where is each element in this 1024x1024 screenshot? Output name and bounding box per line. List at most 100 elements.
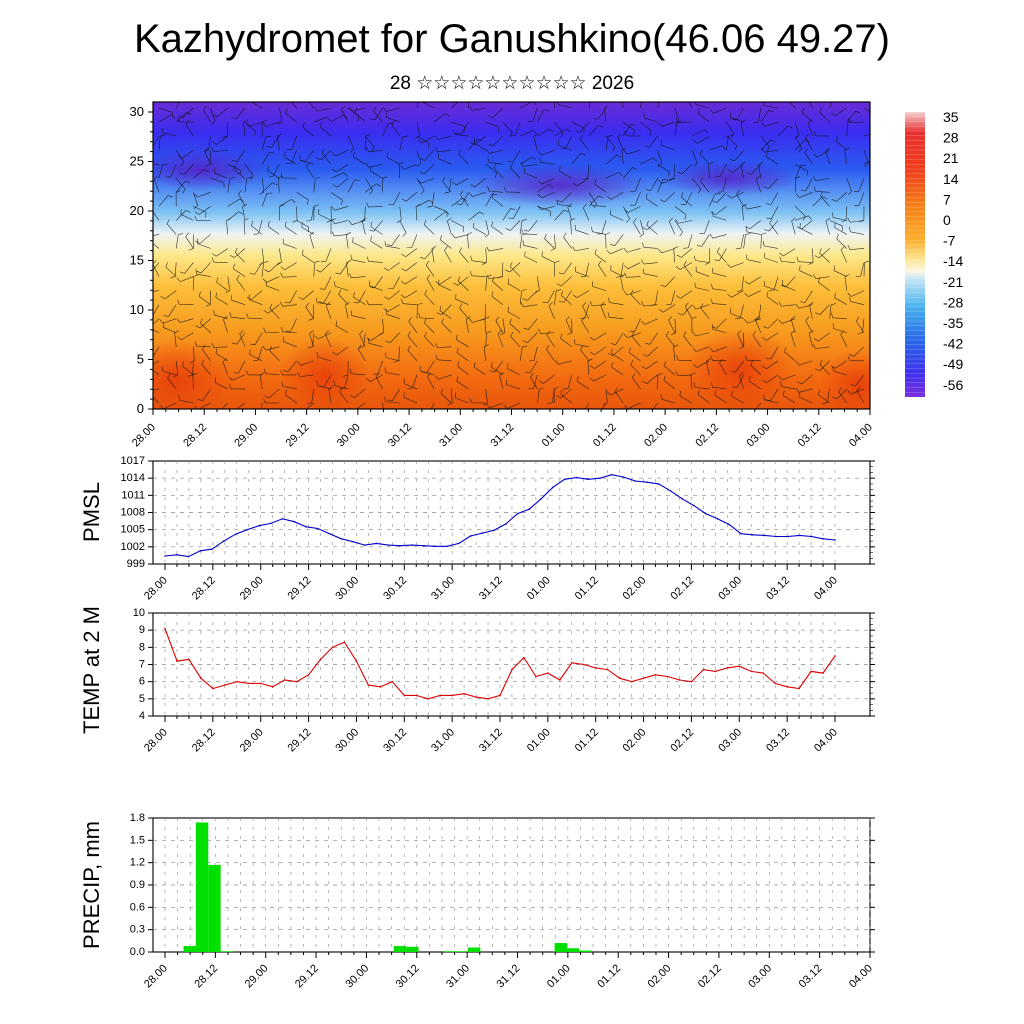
wind-barb-flag — [264, 269, 270, 273]
wind-barb-flag — [692, 331, 696, 337]
precip-time-tick-label: 31.00 — [444, 962, 472, 990]
warm-core — [820, 350, 870, 409]
wind-barb-shaft — [764, 399, 779, 404]
wind-barb-flag — [250, 175, 254, 180]
temp-point — [343, 641, 346, 643]
wind-barb-flag — [780, 381, 782, 387]
wind-barb-shaft — [758, 107, 762, 122]
wind-barb-flag — [711, 283, 713, 289]
wind-barb-flag — [632, 373, 636, 378]
wind-barb-flag — [177, 117, 180, 123]
temp-point — [427, 698, 430, 700]
wind-barb-flag — [754, 318, 760, 321]
wind-barb-flag — [366, 147, 369, 152]
wind-barb-flag — [264, 395, 269, 399]
wind-barb-shaft — [519, 290, 522, 305]
warm-core — [153, 340, 235, 409]
wind-barb-flag — [325, 302, 331, 306]
wind-barb-flag — [797, 381, 802, 385]
wind-barb-shaft — [730, 313, 744, 319]
wind-barb-flag — [429, 199, 434, 204]
wind-barb-shaft — [554, 290, 557, 305]
wind-barb-shaft — [646, 225, 658, 235]
wind-barb-shaft — [235, 107, 246, 120]
wind-barb-shaft — [491, 226, 504, 235]
wind-barb-shaft — [627, 332, 641, 339]
wind-barb-flag — [292, 220, 298, 223]
wind-barb-flag — [727, 293, 732, 298]
wind-barb-flag — [813, 338, 819, 342]
wind-barb-shaft — [197, 192, 211, 198]
wind-barb-shaft — [679, 395, 693, 404]
wind-barb-shaft — [433, 211, 446, 221]
wind-barb-flag — [796, 256, 799, 262]
wind-barb-flag — [795, 361, 800, 366]
pmsl-point — [634, 480, 636, 482]
wind-barb-shaft — [412, 374, 418, 389]
wind-barb-flag — [819, 360, 823, 365]
pmsl-ytick-label: 1008 — [121, 507, 145, 519]
wind-barb-shaft — [799, 227, 813, 235]
wind-barb-flag — [693, 162, 698, 167]
wind-barb-flag — [495, 316, 500, 321]
wind-barb-shaft — [570, 220, 572, 235]
wind-barb-shaft — [454, 134, 469, 137]
wind-barb-shaft — [537, 109, 545, 123]
wind-barb-flag — [427, 143, 430, 149]
wind-barb-shaft — [472, 318, 486, 323]
wind-barb-shaft — [634, 318, 641, 332]
wind-barb-flag — [415, 204, 421, 207]
wind-barb-shaft — [389, 332, 400, 344]
wind-barb-shaft — [421, 102, 435, 109]
wind-barb-flag — [778, 301, 782, 307]
wind-barb-flag — [590, 337, 595, 341]
wind-barb-flag — [755, 316, 760, 321]
wind-barb-flag — [795, 176, 801, 179]
wind-barb-shaft — [485, 220, 490, 235]
wind-barb-shaft — [582, 306, 590, 319]
wind-barb-shaft — [858, 192, 865, 206]
wind-barb-flag — [488, 115, 493, 118]
wind-barb-shaft — [678, 220, 693, 224]
wind-barb-shaft — [175, 360, 179, 375]
temp-point — [786, 686, 788, 688]
wind-barb-flag — [778, 319, 783, 324]
wind-barb-shaft — [420, 317, 435, 320]
precip-bar — [554, 943, 567, 952]
wind-barb-shaft — [465, 318, 469, 333]
time-axis-top-panel: 28.00 28.12 29.00 29.12 30.00 30.12 31.00 31.12… — [130, 409, 875, 449]
temp-grid — [153, 613, 870, 716]
wind-barb-shaft — [243, 122, 246, 137]
wind-barb-flag — [231, 342, 237, 345]
wind-barb-shaft — [558, 104, 572, 109]
wind-barb-flag — [542, 301, 548, 304]
wind-barb-shaft — [368, 343, 383, 348]
wind-barb-shaft — [318, 332, 332, 340]
wind-barb-shaft — [749, 220, 762, 230]
wind-barb-flag — [692, 347, 697, 352]
wind-barb-flag — [750, 360, 753, 366]
wind-barb-shaft — [554, 234, 556, 249]
wind-barb-shaft — [819, 360, 830, 371]
wind-barb-shaft — [784, 351, 796, 362]
wind-barb-shaft — [747, 318, 761, 324]
pmsl-point — [469, 535, 472, 537]
wind-barb-shaft — [325, 248, 332, 262]
wind-barb-flag — [144, 326, 149, 328]
wind-barb-flag — [621, 147, 627, 151]
wind-barb-shaft — [388, 290, 400, 300]
wind-barb-flag — [245, 122, 250, 127]
wind-barb-shaft — [809, 304, 813, 319]
wind-barb-flag — [318, 209, 320, 215]
wind-barb-flag — [491, 291, 494, 297]
wind-barb-flag — [671, 332, 677, 336]
wind-barb-flag — [206, 163, 212, 167]
wind-barb-flag — [180, 161, 185, 167]
wind-barb-flag — [369, 286, 375, 289]
wind-barb-shaft — [829, 220, 843, 227]
wind-barb-shaft — [399, 220, 407, 233]
pmsl-point — [281, 517, 284, 520]
temp-time-tick-label: 01.00 — [525, 726, 553, 754]
wind-barb-shaft — [174, 262, 177, 277]
